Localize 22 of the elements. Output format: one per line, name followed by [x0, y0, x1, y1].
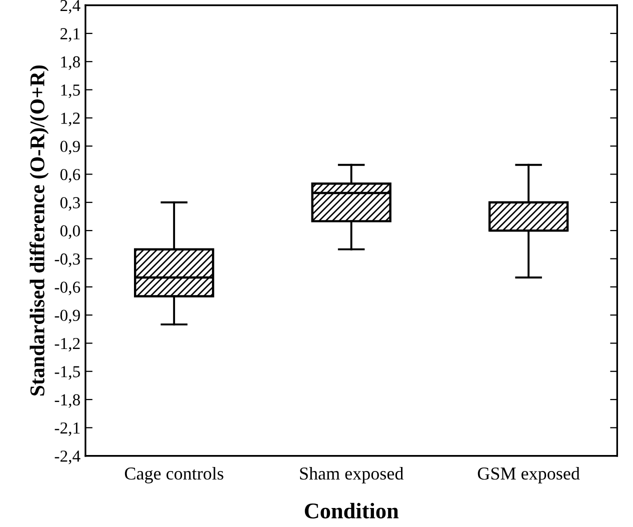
y-tick-label: 1,5	[61, 84, 80, 98]
y-tick-label: 0,9	[60, 140, 80, 154]
y-tick-label: 2,4	[60, 0, 80, 14]
y-tick-label: -1,8	[54, 394, 80, 408]
y-tick-label: 0,6	[60, 168, 80, 183]
y-tick-label: -1,5	[54, 366, 80, 380]
y-axis-title: Standardised difference (O-R)/(O+R)	[30, 65, 49, 396]
y-tick-label: -0,9	[54, 310, 80, 324]
y-tick-label: 1,2	[61, 112, 80, 126]
y-tick-label: -2,1	[54, 422, 80, 436]
x-tick-label: Sham exposed	[300, 466, 404, 484]
y-tick-label: 0,3	[60, 197, 80, 211]
y-tick-label: 0,0	[60, 225, 80, 239]
y-tick-label: -0,3	[54, 253, 80, 268]
y-tick-label: -1,2	[54, 338, 80, 352]
y-tick-label: 2,1	[60, 28, 80, 42]
y-tick-label: -2,4	[54, 450, 80, 464]
y-tick-label: 1,8	[61, 56, 80, 70]
x-axis-title: Condition	[304, 502, 399, 518]
y-tick-label: -0,6	[54, 282, 80, 296]
x-tick-label: Cage controls	[124, 466, 224, 484]
x-tick-label: GSM exposed	[478, 466, 580, 484]
